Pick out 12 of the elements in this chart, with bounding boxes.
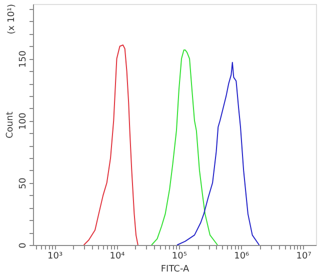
y-tick-label: 150 [18, 50, 28, 68]
y-tick-label: 100 [18, 112, 28, 130]
text: (x 10¹) [7, 4, 17, 34]
y-tick-label: 50 [18, 177, 28, 190]
x-axis-title: FITC-A [160, 264, 190, 274]
y-tick-label: 0 [18, 242, 28, 248]
x-tick-label: 10⁴ [110, 252, 126, 262]
y-axis-title: Count [6, 111, 16, 138]
x-tick-label: 10⁵ [172, 252, 188, 262]
x-tick-label: 10⁶ [234, 252, 250, 262]
x-tick-label: 10⁷ [296, 252, 312, 262]
x-tick-label: 10³ [48, 252, 63, 262]
